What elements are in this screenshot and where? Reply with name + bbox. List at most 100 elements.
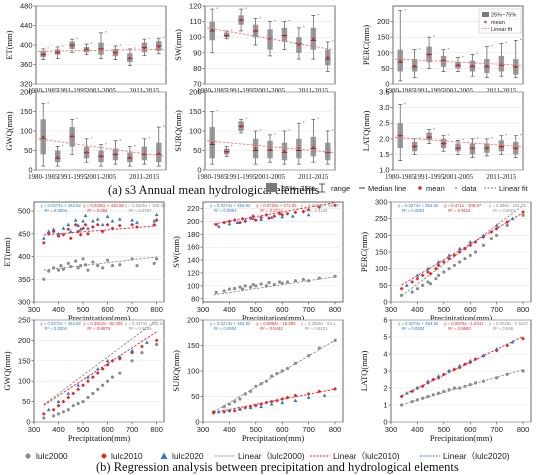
r2-lulc2020: R² = 0.0004 <box>402 326 425 331</box>
point-lulc2020 <box>86 226 90 230</box>
box-data-point <box>230 29 233 31</box>
point-lulc2020 <box>468 358 473 363</box>
r2-lulc2020: R² = 0.0004 <box>214 326 237 331</box>
x-tick-label: 2001-2005 <box>443 87 474 95</box>
point-lulc2000 <box>52 414 56 418</box>
point-lulc2020 <box>100 222 105 227</box>
y-tick-label: 50 <box>191 392 199 401</box>
caption-b: (b) Regression analysis between precipit… <box>96 460 459 474</box>
box-data-point <box>447 47 450 50</box>
box-data-point <box>505 133 508 136</box>
y-tick-label: 50 <box>379 281 387 290</box>
fit-line-lulc2010 <box>401 212 524 286</box>
box-mean <box>56 155 59 159</box>
box-data-point <box>476 137 479 139</box>
box-mean <box>283 34 286 37</box>
equation-lulc2000: y = 0.0045x - 0.5167 <box>489 321 529 326</box>
x-tick-label: 500 <box>250 305 263 314</box>
point-lulc2010 <box>251 214 256 219</box>
point-lulc2020 <box>447 253 452 257</box>
point-lulc2020 <box>322 393 327 397</box>
point-lulc2020 <box>66 391 71 395</box>
y-tick-label: 250 <box>375 214 388 223</box>
point-lulc2000 <box>429 282 433 286</box>
x-tick-label: 2011-2015 <box>298 87 329 95</box>
point-lulc2010 <box>81 226 85 231</box>
point-lulc2010 <box>154 338 159 343</box>
box-data-point <box>274 19 276 22</box>
box-data-point <box>105 142 107 145</box>
point-lulc2020 <box>306 395 311 399</box>
panel-8-sw: 80 100 120 140 160 180 200 220 SW(mm) 300 400 500 60… <box>171 201 344 323</box>
point-lulc2000 <box>155 342 159 347</box>
point-lulc2020 <box>86 375 90 379</box>
legend-a-data-label: data <box>462 184 477 193</box>
point-lulc2020 <box>135 220 139 224</box>
x-tick-label: 800 <box>150 305 163 314</box>
box-data-point <box>491 44 493 47</box>
r2-lulc2010: R² = 0.9593 <box>448 326 471 331</box>
y-axis-label: ET(mm) <box>2 237 12 266</box>
equation-lulc2010: y = 0.0436x + 432.58 <box>83 203 124 208</box>
point-lulc2000 <box>410 290 414 294</box>
y-tick-label: 80 <box>191 294 199 303</box>
x-tick-label: 2011-2015 <box>129 87 160 95</box>
point-lulc2020 <box>290 214 295 218</box>
y-tick-label: 200 <box>18 336 31 345</box>
y-axis-label: SURQ(mm) <box>173 110 183 152</box>
point-lulc2010 <box>41 241 46 245</box>
x-tick-label: 800 <box>517 425 530 434</box>
x-tick-label: 400 <box>223 305 236 314</box>
box-data-point <box>90 137 93 139</box>
fit-line-lulc2010 <box>213 388 336 413</box>
point-lulc2020 <box>41 236 46 240</box>
x-tick-label: 1991-1995 <box>57 87 88 95</box>
point-lulc2000 <box>96 387 100 391</box>
y-tick-label: 3.0 <box>379 103 389 112</box>
trend-fit-line <box>206 27 334 51</box>
equation-lulc2010: y = 0.0726x + 171.05 <box>256 203 297 208</box>
r2-lulc2020: R² = 0.0004 <box>402 208 425 213</box>
point-lulc2010 <box>426 270 430 274</box>
legend-a-mean-swatch <box>418 186 422 190</box>
point-lulc2000 <box>468 383 472 387</box>
plot-frame <box>392 91 524 171</box>
point-lulc2000 <box>521 213 525 217</box>
point-lulc2000 <box>76 266 80 270</box>
inset-legend-label: 25%~75% <box>491 13 516 19</box>
box-data-point <box>216 7 218 9</box>
box-mean <box>41 52 45 56</box>
y-tick-label: 480 <box>20 2 33 11</box>
point-lulc2010 <box>73 222 78 227</box>
box-mean <box>413 64 416 68</box>
box-mean <box>514 146 518 150</box>
y-axis-label: PERC(mm) <box>361 25 371 65</box>
point-lulc2020 <box>56 231 61 236</box>
point-lulc2000 <box>317 346 321 350</box>
y-tick-label: 0 <box>195 418 199 427</box>
y-axis-label: SW(mm) <box>171 236 181 268</box>
y-tick-label: 5 <box>383 333 387 342</box>
panel-1-et: 320360400440480ET(mm)1980-19851991-19952… <box>4 2 167 95</box>
point-lulc2000 <box>241 287 245 291</box>
x-tick-label: 400 <box>411 425 424 434</box>
point-lulc2010 <box>71 391 76 396</box>
point-lulc2020 <box>216 409 221 414</box>
point-lulc2020 <box>415 273 420 277</box>
point-lulc2010 <box>232 408 237 413</box>
equation-lulc2020: y = 0.0274x + 454.92 <box>210 203 251 208</box>
point-lulc2020 <box>81 219 85 223</box>
box-mean <box>114 51 117 55</box>
point-lulc2000 <box>83 263 88 267</box>
point-lulc2000 <box>278 280 282 284</box>
point-lulc2010 <box>105 362 110 367</box>
r2-lulc2000: R² = 0.9159 <box>129 326 152 331</box>
point-lulc2000 <box>96 264 100 268</box>
box-mean <box>114 153 117 156</box>
point-lulc2020 <box>243 218 248 222</box>
x-tick-label: 700 <box>126 305 139 314</box>
x-tick-label: 1980-1985 <box>28 87 59 95</box>
x-tick-label: 600 <box>101 425 114 434</box>
box-mean <box>157 152 161 155</box>
box-mean <box>56 51 59 54</box>
